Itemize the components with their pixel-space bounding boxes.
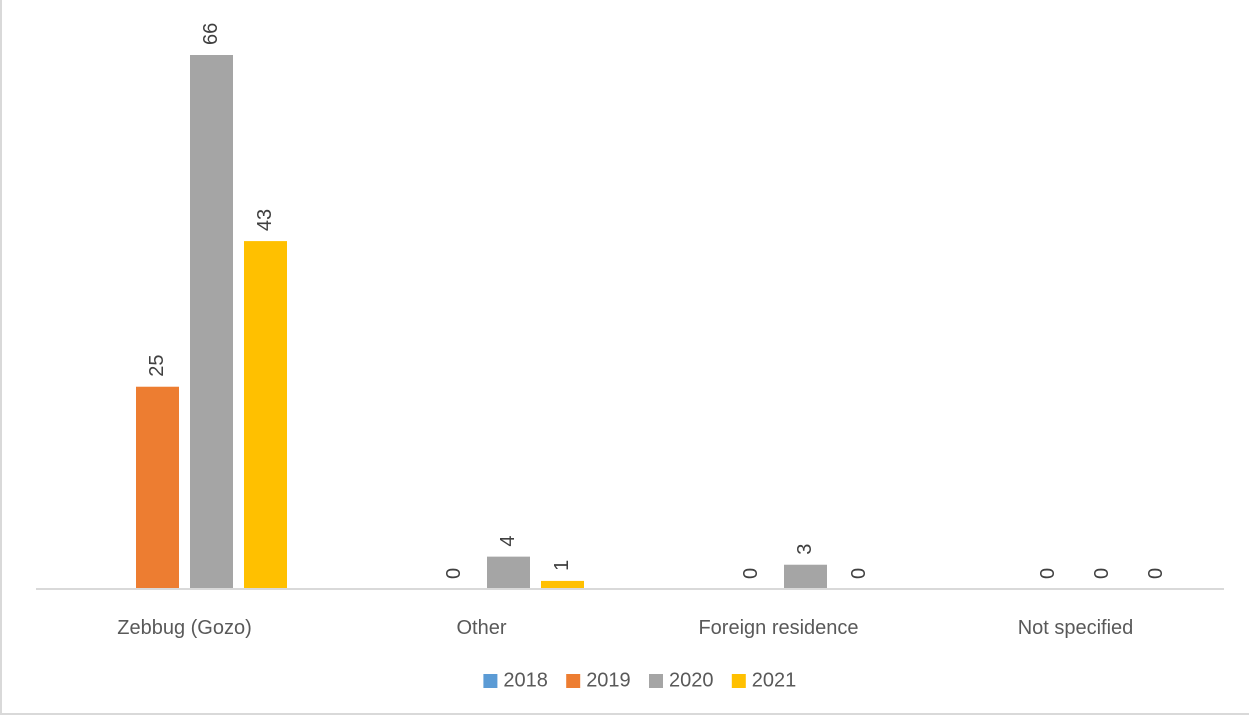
bar-2019 — [136, 386, 179, 589]
legend-label: 2018 — [503, 669, 548, 691]
category-label: Other — [456, 617, 506, 639]
legend-item-2020: 2020 — [649, 669, 714, 691]
category-label: Zebbug (Gozo) — [117, 617, 252, 639]
category-label: Foreign residence — [698, 617, 858, 639]
data-label: 0 — [1145, 568, 1167, 579]
legend-swatch — [566, 674, 581, 688]
data-label: 0 — [1091, 568, 1113, 579]
legend: 2018 2019 2020 2021 — [483, 669, 796, 691]
data-label: 0 — [443, 568, 465, 579]
legend-item-2021: 2021 — [731, 669, 797, 691]
data-label: 1 — [551, 560, 573, 571]
data-label: 43 — [254, 209, 276, 231]
legend-swatch — [649, 674, 663, 688]
legend-item-2019: 2019 — [566, 669, 631, 691]
data-label: 4 — [497, 536, 519, 547]
bar-2020 — [190, 55, 233, 589]
legend-label: 2020 — [669, 669, 714, 691]
bar-2020 — [784, 564, 827, 589]
data-label: 66 — [200, 23, 222, 45]
bar-2020 — [487, 556, 530, 589]
data-label: 0 — [1037, 568, 1059, 579]
legend-swatch — [483, 674, 498, 688]
bar-2021 — [244, 241, 287, 589]
data-label: 0 — [848, 568, 870, 579]
legend-label: 2021 — [752, 669, 797, 691]
legend-label: 2019 — [586, 669, 631, 691]
bar-2021 — [541, 580, 584, 589]
legend-item-2018: 2018 — [483, 669, 548, 691]
category-label: Not specified — [1018, 617, 1134, 639]
data-label: 3 — [794, 544, 816, 555]
data-labels-group: 25 66 43 0 4 1 0 3 0 0 0 0 — [146, 23, 1167, 579]
bars-group — [136, 55, 827, 589]
category-labels-group: Zebbug (Gozo) Other Foreign residence Not s… — [117, 617, 1133, 639]
legend-swatch — [731, 674, 746, 688]
data-label: 0 — [740, 568, 762, 579]
data-label: 25 — [146, 354, 168, 376]
